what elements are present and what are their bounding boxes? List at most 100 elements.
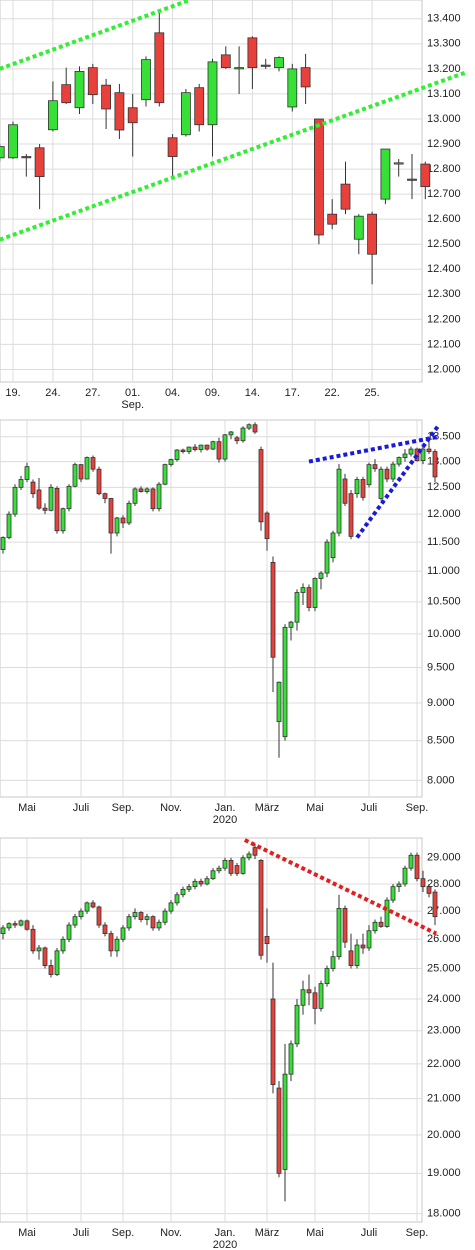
trendline	[0, 0, 191, 71]
y-tick-label: 8.000	[427, 774, 455, 786]
candle-body	[312, 992, 318, 1009]
x-tick-label: 27.	[85, 387, 100, 399]
x-tick-label: Juli	[361, 1227, 378, 1239]
y-tick-label: 12.100	[427, 338, 461, 350]
candle-body	[240, 857, 246, 874]
candle-body	[24, 920, 30, 930]
candle-body	[336, 468, 342, 534]
candle-body	[114, 517, 120, 534]
y-tick-label: 29.000	[427, 852, 461, 864]
x-tick-label: Nov.	[160, 802, 182, 814]
x-tick-label: Juli	[73, 1227, 90, 1239]
candle-body	[168, 459, 174, 466]
candle-body	[156, 921, 162, 929]
candle-body	[234, 437, 240, 442]
candle-body	[288, 621, 294, 628]
candle-body	[156, 483, 162, 510]
candle-body	[270, 561, 276, 658]
candle-body	[354, 479, 360, 495]
candle-body	[366, 464, 372, 486]
candle-body	[294, 592, 300, 623]
trendline	[0, 70, 466, 242]
candle-body	[312, 578, 318, 608]
candle-body	[120, 927, 126, 940]
candle-body	[66, 485, 72, 510]
candle-body	[287, 68, 298, 108]
x-tick-label: Sep.	[112, 1227, 135, 1239]
candle-body	[318, 983, 324, 1009]
y-tick-label: 13.000	[427, 455, 461, 467]
candle-body	[340, 183, 351, 210]
candle-body	[96, 468, 102, 495]
candle-body	[34, 147, 45, 177]
x-tick-label: 01.	[125, 387, 140, 399]
candle-body	[384, 899, 390, 927]
candle-body	[402, 453, 408, 458]
candle-body	[354, 944, 360, 966]
candle-body	[396, 457, 402, 465]
candle-body	[54, 487, 60, 532]
candle-body	[367, 213, 378, 255]
candle-body	[222, 434, 228, 460]
candle-body	[247, 37, 258, 69]
candle-body	[408, 854, 414, 869]
candle-body	[294, 1004, 300, 1045]
y-tick-label: 20.000	[427, 1129, 461, 1141]
candle-body	[252, 847, 258, 856]
candle-body	[162, 910, 168, 923]
candle-body	[313, 118, 324, 236]
candle-body	[102, 493, 108, 499]
candle-body	[186, 446, 192, 452]
trendline	[355, 425, 440, 539]
candle-body	[396, 883, 402, 888]
candle-body	[306, 587, 312, 608]
y-tick-label: 12.000	[427, 508, 461, 520]
candle-body	[390, 886, 396, 901]
candle-body	[420, 163, 431, 188]
y-tick-label: 10.000	[427, 628, 461, 640]
candle-body	[306, 989, 312, 994]
candle-body	[30, 481, 36, 495]
y-tick-label: 22.000	[427, 1058, 461, 1070]
candle-body	[74, 70, 85, 109]
y-tick-label: 12.700	[427, 188, 461, 200]
candle-body	[282, 626, 288, 738]
candle-body	[60, 508, 66, 532]
candle-body	[90, 902, 96, 908]
x-tick-label: Jan.	[215, 1227, 236, 1239]
candle-body	[108, 498, 114, 534]
candle-body	[21, 156, 32, 159]
y-tick-label: 12.600	[427, 213, 461, 225]
candle-body	[6, 513, 12, 538]
candle-body	[150, 488, 156, 510]
y-tick-label: 9.000	[427, 697, 455, 709]
candle-body	[48, 486, 54, 511]
y-tick-label: 12.300	[427, 288, 461, 300]
x-tick-sublabel: 2020	[213, 1239, 237, 1250]
panel: 18.000 19.000 20.000 21.000 22.000 23.000 24.0…	[0, 837, 461, 1250]
y-tick-label: 12.800	[427, 163, 461, 175]
candle-body	[174, 894, 180, 904]
candle-body	[330, 532, 336, 559]
candle-body	[407, 178, 417, 181]
x-tick-label: März	[255, 1227, 279, 1239]
candle-body	[258, 859, 264, 956]
panel: 8.000 8.500 9.000 9.500 10.000 10.500 11.000 11…	[0, 419, 461, 826]
panel: 12.000 12.100 12.200 12.300 12.400 12.500 12.6…	[0, 0, 466, 411]
candle-body	[132, 912, 138, 918]
candle-body	[420, 448, 426, 461]
candle-body	[300, 67, 311, 88]
x-tick-label: Mai	[18, 802, 36, 814]
candle-body	[114, 938, 120, 952]
candle-body	[426, 886, 432, 894]
x-tick-label: 24.	[45, 387, 60, 399]
candle-body	[180, 888, 186, 896]
candle-body	[24, 466, 30, 480]
candle-body	[210, 870, 216, 880]
candle-body	[348, 493, 354, 537]
y-tick-label: 26.000	[427, 933, 461, 945]
y-tick-label: 12.900	[427, 138, 461, 150]
candle-body	[210, 441, 216, 450]
candle-body	[432, 451, 438, 478]
y-tick-label: 13.300	[427, 38, 461, 50]
